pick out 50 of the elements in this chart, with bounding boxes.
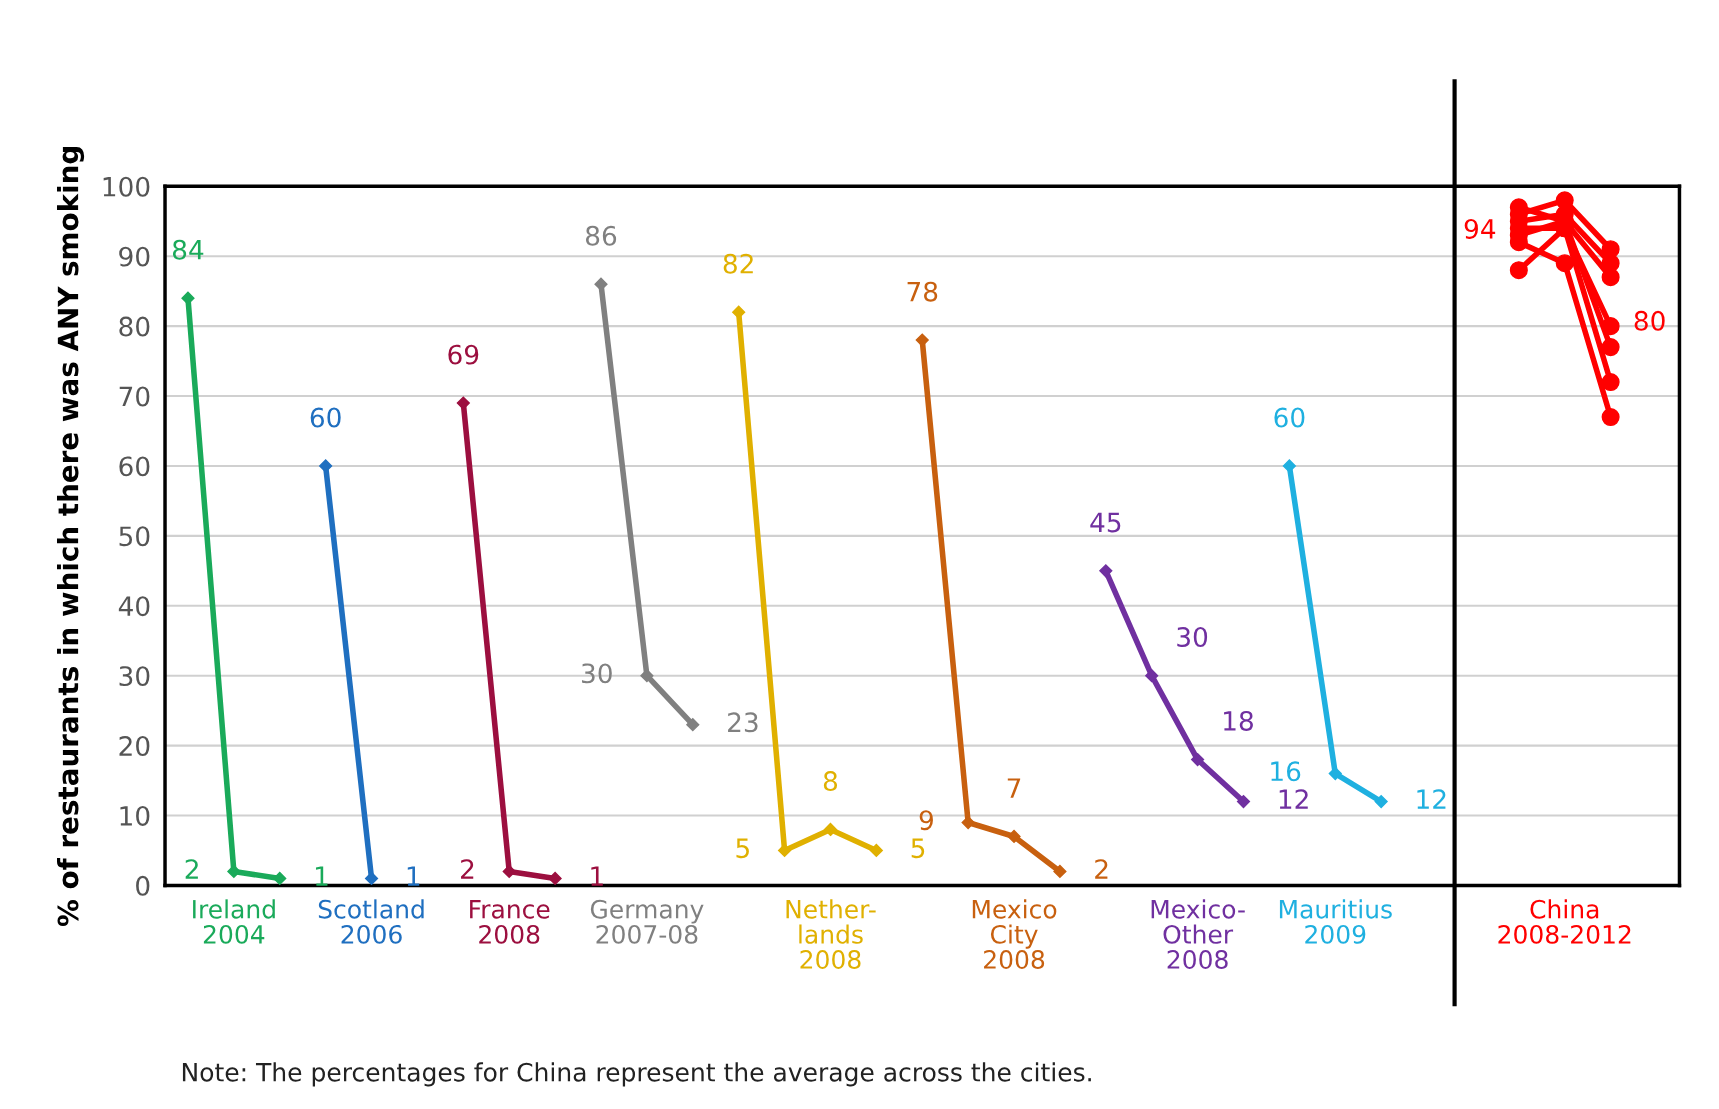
- y-tick-label: 40: [118, 596, 150, 617]
- data-label: 7: [1007, 778, 1021, 798]
- data-label: 2: [185, 859, 198, 879]
- y-tick-label: 80: [119, 316, 150, 337]
- data-label: 2: [1095, 859, 1108, 879]
- data-label: 2: [461, 859, 474, 879]
- data-label: 16: [1271, 761, 1301, 782]
- x-tick-label: Germany 2007-08: [590, 899, 704, 944]
- data-label: 9: [919, 810, 933, 831]
- y-tick-label: 90: [119, 246, 150, 267]
- data-label: 5: [911, 838, 925, 859]
- data-label: 23: [728, 712, 758, 733]
- data-label: 84: [172, 239, 204, 260]
- data-label: 1: [407, 866, 420, 886]
- x-tick-label: Mauritius 2009: [1279, 899, 1392, 944]
- data-label: 30: [1177, 627, 1208, 648]
- y-tick-label: 0: [136, 875, 150, 896]
- annotation: 80: [1634, 310, 1665, 331]
- data-label: 82: [723, 253, 753, 274]
- y-tick-label: 20: [119, 736, 150, 756]
- data-label: 18: [1224, 710, 1253, 731]
- data-label: 1: [315, 866, 328, 886]
- data-label: 12: [1279, 789, 1308, 809]
- y-tick-label: 60: [119, 456, 150, 477]
- data-label: 60: [310, 407, 341, 428]
- data-label: 45: [1090, 512, 1121, 533]
- text: Note: The percentages for China represent the average across the cities.: [182, 1062, 1091, 1087]
- data-label: 8: [823, 771, 838, 792]
- data-label: 12: [1417, 789, 1446, 809]
- x-tick-label: Mexico- Other 2008: [1151, 899, 1245, 969]
- data-label: 60: [1274, 407, 1305, 428]
- x-tick-label: China 2008-2012: [1498, 899, 1631, 944]
- x-tick-label: Scotland 2006: [318, 899, 424, 944]
- y-tick-label: 10: [120, 805, 150, 826]
- data-label: 30: [581, 663, 612, 684]
- y-tick-label: 70: [119, 386, 150, 407]
- y-tick-label: 100: [103, 176, 150, 197]
- y-axis-title: % of restaurants in which there was ANY smoking: [57, 147, 85, 927]
- x-tick-label: Mexico City 2008: [972, 899, 1057, 969]
- x-tick-label: Ireland 2004: [193, 899, 275, 944]
- x-tick-label: Nether- lands 2008: [786, 899, 876, 969]
- y-tick-label: 50: [119, 526, 150, 547]
- data-label: 1: [591, 866, 603, 886]
- y-tick-label: 30: [119, 666, 150, 687]
- data-label: 5: [736, 838, 749, 859]
- x-tick-label: France 2008: [470, 900, 550, 944]
- data-label: 78: [907, 281, 938, 302]
- data-label: 86: [586, 225, 617, 246]
- data-label: 69: [448, 344, 479, 365]
- annotation: 94: [1464, 218, 1496, 239]
